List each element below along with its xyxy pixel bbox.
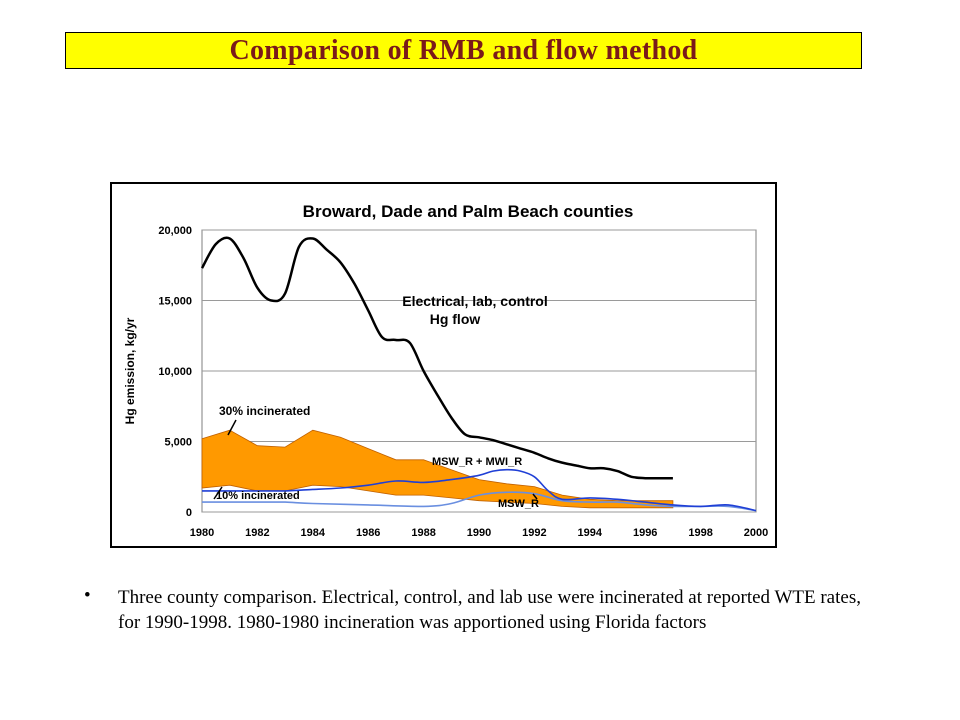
y-tick-label: 15,000 [158,296,192,308]
series-msw-mwi-line [201,468,757,512]
x-tick-label: 1990 [467,527,491,539]
x-tick-label: 2000 [744,527,768,539]
chart-frame: Broward, Dade and Palm Beach counties Hg… [110,182,777,548]
x-tick-label: 1998 [688,527,712,539]
annotation-msw-mwi: MSW_R + MWI_R [432,456,522,468]
x-tick-label: 1984 [301,527,326,539]
x-tick-label: 1986 [356,527,380,539]
annotation-30-leader [227,419,237,436]
incinerated-band [201,429,674,509]
annotation-10-leader [213,486,223,500]
annotation-hg-flow-line2: Hg flow [430,311,481,327]
series-hg-flow-line [200,236,673,480]
y-tick-label: 5,000 [164,437,192,449]
x-tick-label: 1982 [245,527,269,539]
x-tick-label: 1996 [633,527,657,539]
annotation-30-incinerated: 30% incinerated [219,404,310,418]
x-tick-label: 1994 [578,527,603,539]
y-axis-label: Hg emission, kg/yr [123,317,137,424]
y-tick-label: 0 [186,507,192,519]
hg-emission-chart: Broward, Dade and Palm Beach counties Hg… [123,202,768,539]
x-tick-label: 1992 [522,527,546,539]
slide-title-box: Comparison of RMB and flow method [65,32,862,69]
chart-title: Broward, Dade and Palm Beach counties [303,202,634,221]
x-tick-label: 1988 [411,527,435,539]
bullet-marker: • [84,585,91,606]
series-msw-line [202,491,757,512]
annotation-msw-leader [532,493,538,500]
y-tick-label: 20,000 [158,225,192,237]
bullet-text: Three county comparison. Electrical, con… [118,587,861,633]
annotation-10-incinerated: 10% incinerated [216,490,300,502]
slide-title: Comparison of RMB and flow method [229,34,698,66]
x-tick-label: 1980 [190,527,214,539]
annotation-msw: MSW_R [498,498,539,510]
annotation-hg-flow-line1: Electrical, lab, control [402,293,548,309]
y-tick-label: 10,000 [158,366,192,378]
